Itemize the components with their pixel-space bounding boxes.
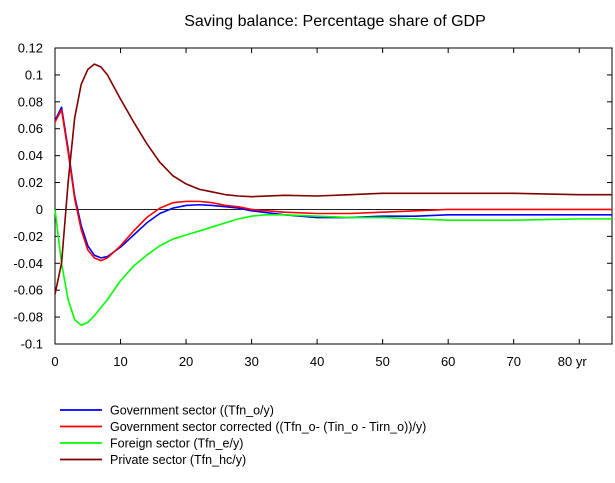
- chart-title: Saving balance: Percentage share of GDP: [184, 13, 486, 30]
- y-tick-label: -0.04: [13, 256, 43, 271]
- x-tick-label: 0: [51, 354, 58, 369]
- y-tick-label: 0.06: [18, 121, 43, 136]
- y-tick-label: 0: [36, 202, 43, 217]
- y-tick-label: 0.02: [18, 175, 43, 190]
- legend-label: Government sector ((Tfn_o/y): [110, 404, 274, 418]
- x-tick-label: 10: [113, 354, 127, 369]
- x-tick-label: 50: [375, 354, 389, 369]
- y-tick-label: -0.08: [13, 310, 43, 325]
- y-tick-label: 0.08: [18, 94, 43, 109]
- legend-label: Foreign sector (Tfn_e/y): [110, 437, 243, 451]
- legend-label: Government sector corrected ((Tfn_o- (Ti…: [110, 420, 426, 434]
- series-line-4: [55, 64, 612, 294]
- legend-label: Private sector (Tfn_hc/y): [110, 453, 246, 467]
- x-tick-label: 30: [244, 354, 258, 369]
- legend: Government sector ((Tfn_o/y) Government s…: [60, 404, 426, 468]
- y-tick-label: -0.1: [21, 337, 43, 352]
- y-tick-label: -0.02: [13, 229, 43, 244]
- y-tick-label: 0.1: [25, 67, 43, 82]
- y-tick-label: -0.06: [13, 283, 43, 298]
- x-tick-label: 70: [506, 354, 520, 369]
- y-tick-label: 0.04: [18, 148, 43, 163]
- x-tick-label: 80 yr: [558, 354, 588, 369]
- x-tick-label: 20: [179, 354, 193, 369]
- x-tick-label: 60: [441, 354, 455, 369]
- x-tick-label: 40: [310, 354, 324, 369]
- y-tick-label: 0.12: [18, 41, 43, 56]
- x-axis: 0 10 20 30 40 50 60 70 80 yr: [51, 48, 587, 369]
- series-line-2: [55, 110, 612, 261]
- series-lines: [55, 64, 612, 325]
